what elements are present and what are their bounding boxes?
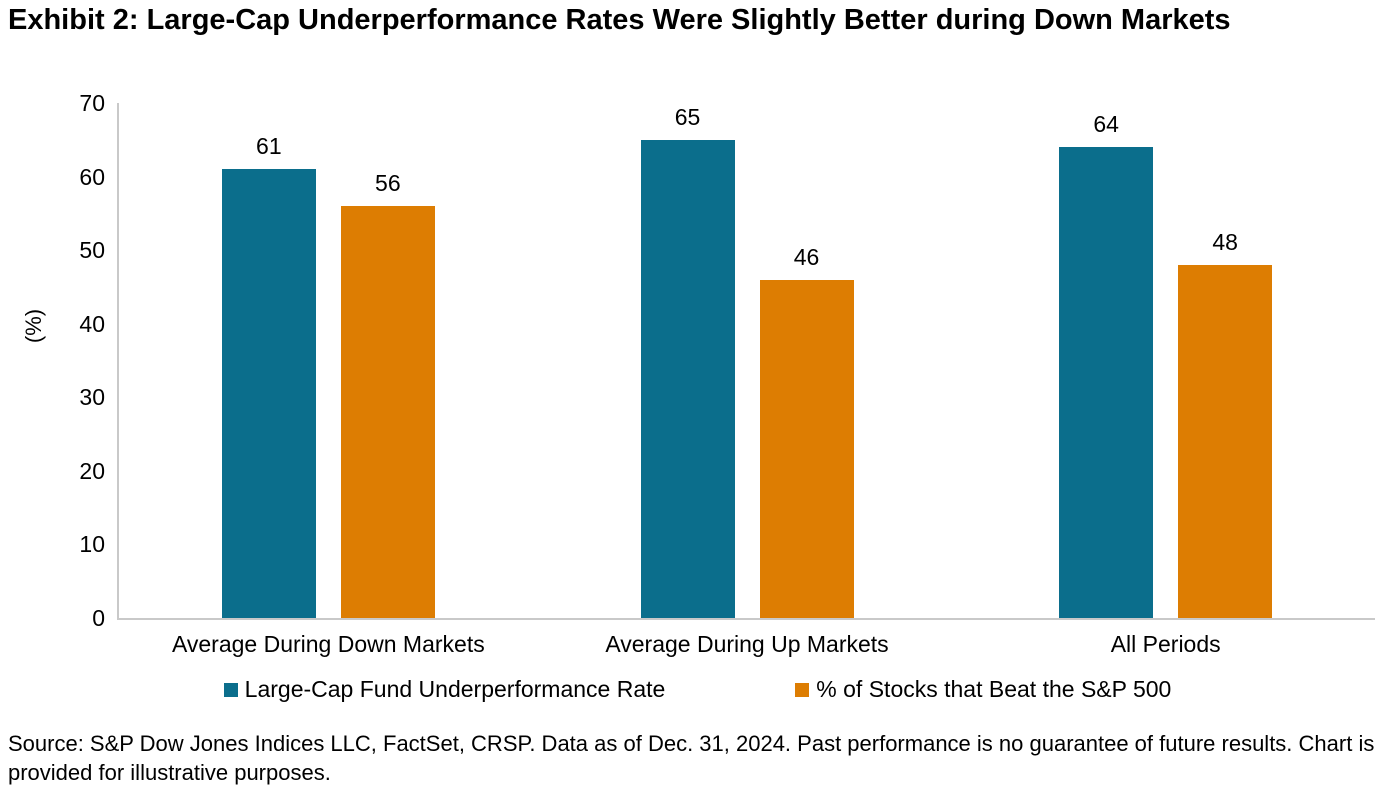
bar-column: 48 — [1178, 103, 1273, 618]
y-tick-label: 40 — [79, 310, 105, 337]
plot-area: 61 56 65 46 64 48 — [117, 103, 1375, 620]
bar-column: 61 — [221, 103, 316, 618]
legend-label: Large-Cap Fund Underperformance Rate — [244, 676, 666, 702]
y-tick-label: 30 — [79, 384, 105, 411]
legend-item: Large-Cap Fund Underperformance Rate — [223, 676, 666, 703]
x-axis-category-label: Average During Down Markets — [171, 631, 485, 657]
source-note: Source: S&P Dow Jones Indices LLC, FactS… — [8, 731, 1375, 785]
bar-value-label: 48 — [1212, 228, 1238, 255]
bar — [640, 139, 735, 618]
bar-value-label: 56 — [375, 170, 401, 196]
chart-title: Exhibit 2: Large-Cap Underperformance Ra… — [8, 4, 1231, 36]
legend-label: % of Stocks that Beat the S&P 500 — [816, 676, 1172, 702]
bar — [1059, 147, 1154, 618]
bar-value-label: 46 — [793, 243, 820, 270]
bar — [1178, 264, 1273, 618]
bar-value-label: 65 — [674, 103, 701, 130]
y-tick-label: 70 — [79, 90, 105, 116]
bar — [759, 279, 854, 618]
legend-marker — [223, 682, 238, 697]
y-tick-label: 60 — [79, 163, 105, 190]
bar-column: 46 — [759, 103, 854, 618]
bar-value-label: 64 — [1093, 111, 1119, 138]
bar-column: 64 — [1059, 103, 1154, 618]
legend-marker — [795, 682, 810, 697]
x-axis-category-labels: Average During Down Markets Average Durin… — [119, 631, 1375, 658]
bar — [221, 169, 316, 618]
bar — [340, 206, 435, 618]
legend: Large-Cap Fund Underperformance Rate % of… — [0, 676, 1395, 703]
y-tick-label: 50 — [79, 237, 105, 264]
legend-item: % of Stocks that Beat the S&P 500 — [795, 676, 1171, 703]
y-tick-label: 10 — [79, 531, 105, 558]
bar-group: 65 46 — [538, 103, 957, 618]
bar-group: 61 56 — [119, 103, 538, 618]
x-axis-category-label: All Periods — [1110, 631, 1221, 657]
bar-value-label: 61 — [256, 133, 282, 160]
y-tick-label: 0 — [92, 605, 105, 631]
x-axis-category-label: Average During Up Markets — [605, 631, 889, 657]
bar-column: 56 — [340, 103, 435, 618]
y-axis-tick-labels: 0 10 20 30 40 50 60 70 — [0, 90, 105, 631]
bar-column: 65 — [640, 103, 735, 618]
bar-group: 64 48 — [956, 103, 1375, 618]
y-tick-label: 20 — [79, 457, 105, 484]
